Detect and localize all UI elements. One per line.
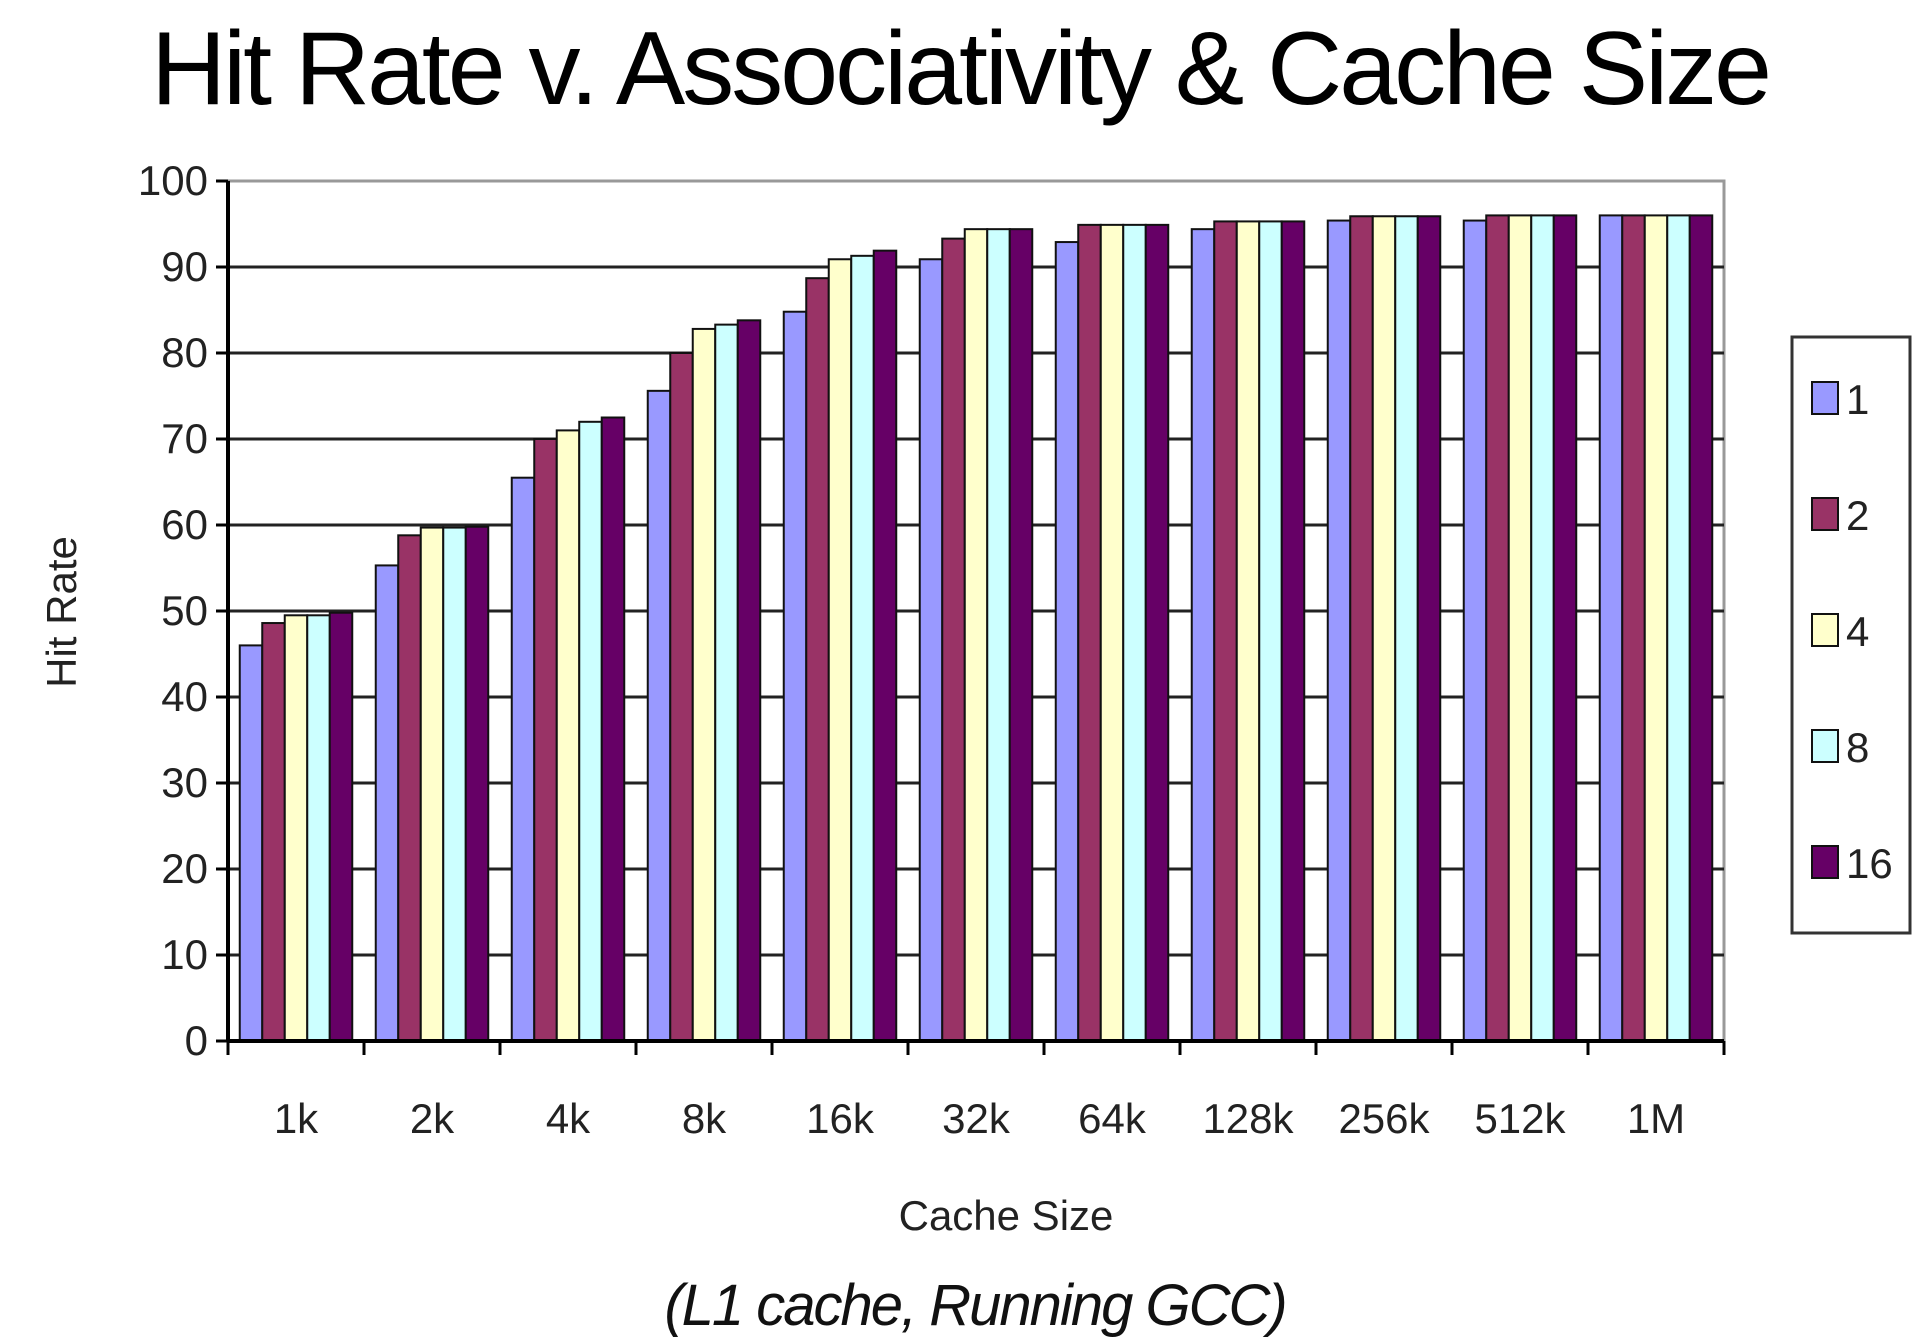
bar-1k-16: [328, 611, 354, 1042]
bar-32k-4: [963, 228, 989, 1043]
y-tick-label: 0: [185, 1017, 208, 1064]
bar-16k-8: [850, 254, 875, 1042]
bar-512k-1: [1462, 219, 1488, 1042]
bar-2k-2: [397, 534, 422, 1042]
y-tick-label: 20: [161, 845, 208, 892]
x-tick-label: 256k: [1338, 1095, 1430, 1142]
legend-label: 8: [1846, 724, 1869, 771]
bar-1M-2: [1621, 214, 1646, 1042]
x-tick-label: 64k: [1078, 1095, 1147, 1142]
y-tick-label: 40: [161, 673, 208, 720]
y-tick-label: 10: [161, 931, 208, 978]
x-tick-label: 4k: [546, 1095, 591, 1142]
y-tick-label: 60: [161, 501, 208, 548]
legend-label: 16: [1846, 840, 1893, 887]
x-tick-label: 1k: [274, 1095, 319, 1142]
bar-512k-4: [1507, 214, 1533, 1042]
bar-64k-8: [1122, 223, 1147, 1043]
bar-512k-16: [1552, 214, 1578, 1042]
x-tick-label: 1M: [1627, 1095, 1685, 1142]
bar-1M-8: [1666, 214, 1691, 1042]
bar-256k-8: [1394, 215, 1419, 1042]
bar-1k-1: [238, 644, 264, 1043]
bar-2k-1: [374, 564, 400, 1042]
bar-256k-16: [1416, 215, 1442, 1042]
x-tick-label: 32k: [942, 1095, 1011, 1142]
y-axis-label: Hit Rate: [38, 536, 85, 688]
bar-32k-1: [918, 258, 944, 1042]
bar-16k-4: [827, 258, 853, 1042]
bar-512k-2: [1485, 214, 1510, 1042]
legend-swatch-1: [1811, 381, 1839, 415]
bar-1M-4: [1643, 214, 1669, 1042]
bar-64k-4: [1099, 223, 1125, 1043]
bar-128k-4: [1235, 220, 1261, 1043]
bar-8k-4: [691, 327, 717, 1043]
x-tick-label: 2k: [410, 1095, 455, 1142]
bar-2k-8: [442, 526, 467, 1042]
x-axis-label: Cache Size: [899, 1192, 1114, 1239]
x-tick-label: 16k: [806, 1095, 875, 1142]
bar-128k-8: [1258, 220, 1283, 1043]
bar-32k-8: [986, 228, 1011, 1043]
bar-4k-1: [510, 476, 536, 1042]
x-tick-label: 8k: [682, 1095, 727, 1142]
bar-8k-1: [646, 389, 672, 1042]
bar-16k-2: [805, 277, 830, 1042]
legend-swatch-8: [1811, 729, 1839, 763]
bar-64k-16: [1144, 223, 1170, 1043]
bar-512k-8: [1530, 214, 1555, 1042]
y-tick-label: 80: [161, 329, 208, 376]
bar-64k-1: [1054, 241, 1080, 1042]
bar-1k-8: [306, 614, 331, 1042]
bar-256k-2: [1349, 215, 1374, 1042]
chart-title: Hit Rate v. Associativity & Cache Size: [150, 11, 1772, 127]
legend-swatch-4: [1811, 613, 1839, 647]
bar-2k-4: [419, 526, 445, 1042]
bar-128k-16: [1280, 220, 1306, 1043]
bar-2k-16: [464, 525, 490, 1042]
legend-swatch-2: [1811, 497, 1839, 531]
y-tick-label: 90: [161, 243, 208, 290]
bar-8k-2: [669, 352, 694, 1042]
x-tick-label: 128k: [1202, 1095, 1294, 1142]
bar-16k-1: [782, 310, 808, 1043]
bar-256k-1: [1326, 219, 1352, 1042]
y-tick-label: 50: [161, 587, 208, 634]
bar-32k-2: [941, 237, 966, 1042]
bar-16k-16: [872, 249, 898, 1043]
legend-label: 2: [1846, 492, 1869, 539]
bar-4k-16: [600, 416, 626, 1042]
bar-4k-8: [578, 420, 603, 1042]
y-tick-label: 70: [161, 415, 208, 462]
chart-subtitle: (L1 cache, Running GCC): [664, 1273, 1287, 1338]
legend-label: 4: [1846, 608, 1869, 655]
bar-8k-16: [736, 319, 762, 1042]
legend-label: 1: [1846, 376, 1869, 423]
y-tick-label: 30: [161, 759, 208, 806]
x-tick-label: 512k: [1474, 1095, 1566, 1142]
bar-1k-2: [261, 622, 286, 1042]
bar-64k-2: [1077, 223, 1102, 1043]
bar-1M-1: [1598, 214, 1624, 1042]
bar-256k-4: [1371, 215, 1397, 1042]
bar-32k-16: [1008, 228, 1034, 1043]
bar-128k-1: [1190, 228, 1216, 1043]
bar-8k-8: [714, 323, 739, 1042]
bar-4k-2: [533, 438, 558, 1042]
bar-1k-4: [283, 614, 309, 1042]
y-tick-label: 100: [138, 157, 208, 204]
bar-4k-4: [555, 429, 581, 1042]
bar-1M-16: [1688, 214, 1714, 1042]
bar-128k-2: [1213, 220, 1238, 1043]
legend-swatch-16: [1811, 845, 1839, 879]
